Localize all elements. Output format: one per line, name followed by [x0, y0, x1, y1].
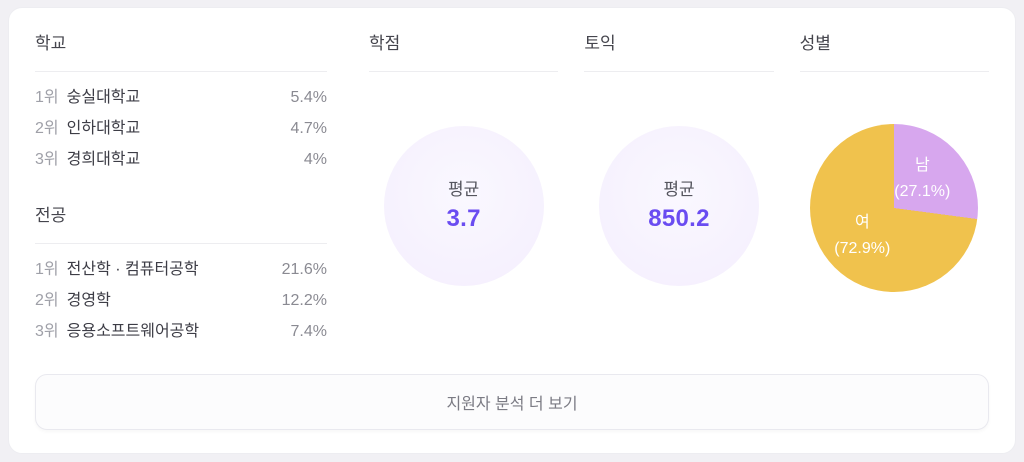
section-title-school: 학교 — [35, 34, 67, 53]
school-percent: 4.7% — [290, 120, 327, 137]
gpa-average-label: 평균 — [448, 180, 480, 199]
school-percent: 5.4% — [290, 89, 327, 106]
rank-label: 1위 — [35, 89, 59, 106]
pie-label-female-name: 여 — [854, 214, 870, 231]
pie-label-female: 여 (72.9%) — [812, 210, 912, 262]
section-title-major: 전공 — [35, 206, 67, 225]
section-major: 전공 1위 전산학 · 컴퓨터공학 21.6% 2위 경영학 12.2% 3위 — [35, 204, 327, 348]
major-percent: 12.2% — [281, 292, 327, 309]
rank-label: 3위 — [35, 323, 59, 340]
gpa-column: 학점 평균 3.7 — [369, 32, 559, 332]
school-rank-row-1: 1위 숭실대학교 5.4% — [35, 83, 327, 114]
school-name: 숭실대학교 — [66, 89, 141, 106]
pie-label-male: 남 (27.1%) — [877, 153, 967, 205]
major-name: 응용소프트웨어공학 — [66, 323, 200, 340]
gender-pie-chart: 남 (27.1%) 여 (72.9%) — [810, 124, 979, 292]
gpa-average-value: 3.7 — [446, 205, 481, 232]
pie-label-female-percent: (72.9%) — [834, 240, 891, 257]
gender-title: 성별 — [799, 34, 831, 53]
divider — [584, 71, 774, 72]
rank-label: 2위 — [35, 292, 59, 309]
pie-label-male-name: 남 — [914, 157, 930, 174]
school-rank-row-3: 3위 경희대학교 4% — [35, 145, 327, 176]
major-percent: 21.6% — [281, 261, 327, 278]
section-school: 학교 1위 숭실대학교 5.4% 2위 인하대학교 4.7% 3위 경희대학 — [35, 32, 327, 176]
see-more-applicant-analysis-button[interactable]: 지원자 분석 더 보기 — [35, 374, 989, 430]
stat-columns: 학점 평균 3.7 토익 평균 850.2 성별 — [369, 32, 989, 332]
major-name: 경영학 — [66, 292, 111, 309]
major-name: 전산학 · 컴퓨터공학 — [66, 261, 199, 278]
divider — [35, 71, 327, 72]
divider — [799, 71, 989, 72]
applicant-stats-card: 학교 1위 숭실대학교 5.4% 2위 인하대학교 4.7% 3위 경희대학 — [8, 7, 1016, 454]
rankings-panel: 학교 1위 숭실대학교 5.4% 2위 인하대학교 4.7% 3위 경희대학 — [35, 32, 327, 340]
gpa-title: 학점 — [369, 34, 401, 53]
major-rank-row-1: 1위 전산학 · 컴퓨터공학 21.6% — [35, 255, 327, 286]
toeic-average-value: 850.2 — [648, 205, 710, 232]
rank-label: 1위 — [35, 261, 59, 278]
toeic-average-label: 평균 — [663, 180, 695, 199]
divider — [369, 71, 559, 72]
major-rank-row-3: 3위 응용소프트웨어공학 7.4% — [35, 317, 327, 348]
school-rank-row-2: 2위 인하대학교 4.7% — [35, 114, 327, 145]
school-name: 인하대학교 — [66, 120, 141, 137]
school-name: 경희대학교 — [66, 151, 141, 168]
divider — [35, 243, 327, 244]
toeic-column: 토익 평균 850.2 — [584, 32, 774, 332]
rank-label: 2위 — [35, 120, 59, 137]
school-percent: 4% — [303, 151, 327, 168]
pie-label-male-percent: (27.1%) — [894, 183, 951, 200]
toeic-title: 토익 — [584, 34, 616, 53]
major-percent: 7.4% — [290, 323, 327, 340]
major-rank-row-2: 2위 경영학 12.2% — [35, 286, 327, 317]
gender-column: 성별 남 (27.1%) 여 (72.9%) — [799, 32, 989, 332]
toeic-circle: 평균 850.2 — [598, 126, 759, 286]
stats-content-row: 학교 1위 숭실대학교 5.4% 2위 인하대학교 4.7% 3위 경희대학 — [35, 32, 989, 340]
gpa-circle: 평균 3.7 — [383, 126, 544, 286]
rank-label: 3위 — [35, 151, 59, 168]
